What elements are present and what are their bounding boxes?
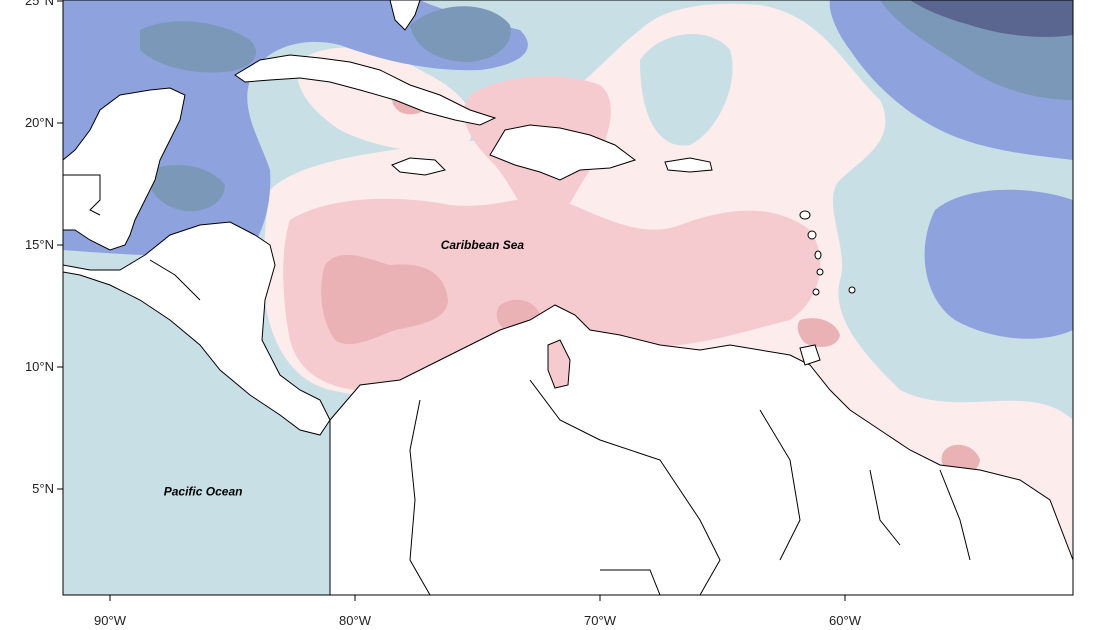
anomaly-pos-mid [283, 197, 821, 391]
anomaly-neg-light-atlantic [640, 33, 733, 146]
land-south-america [329, 304, 1073, 595]
plot-frame [62, 0, 1074, 596]
place-label-caribbean: Caribbean Sea [441, 238, 525, 252]
land-central-america [63, 221, 331, 436]
y-axis: 25°N 20°N 15°N 10°N 5°N [25, 0, 63, 496]
place-label-pacific: Pacific Ocean [164, 484, 243, 498]
anomaly-pos-strong-5 [797, 318, 840, 347]
anomaly-pos-strong-1 [321, 254, 448, 345]
land-hispaniola [489, 124, 637, 181]
y-tick-label: 10°N [25, 359, 54, 374]
land-jamaica [391, 157, 446, 176]
lake-maracaibo [547, 339, 571, 389]
x-axis: 90°W 80°W 70°W 60°W [94, 595, 862, 628]
land-north-america [63, 87, 186, 251]
x-tick-label: 80°W [339, 613, 372, 628]
y-tick-label: 25°N [25, 0, 54, 8]
anomaly-neg-yucatan-core [149, 165, 225, 212]
land-florida [389, 0, 421, 31]
anomaly-neg-east-lower [924, 189, 1073, 339]
y-tick-label: 5°N [32, 481, 54, 496]
land-puerto-rico [664, 157, 713, 173]
country-borders [63, 174, 971, 595]
anomaly-neg-bahamas [410, 6, 511, 62]
y-tick-label: 20°N [25, 115, 54, 130]
lesser-antilles [799, 210, 856, 296]
map-plot-area [63, 0, 1073, 595]
y-tick-label: 15°N [25, 237, 54, 252]
x-tick-label: 90°W [94, 613, 127, 628]
land-cuba [234, 54, 497, 126]
x-tick-label: 60°W [829, 613, 862, 628]
x-tick-label: 70°W [584, 613, 617, 628]
anomaly-neg-east-strong [910, 0, 1073, 37]
anomaly-neg-west-core [140, 21, 256, 73]
land-trinidad [799, 344, 821, 366]
